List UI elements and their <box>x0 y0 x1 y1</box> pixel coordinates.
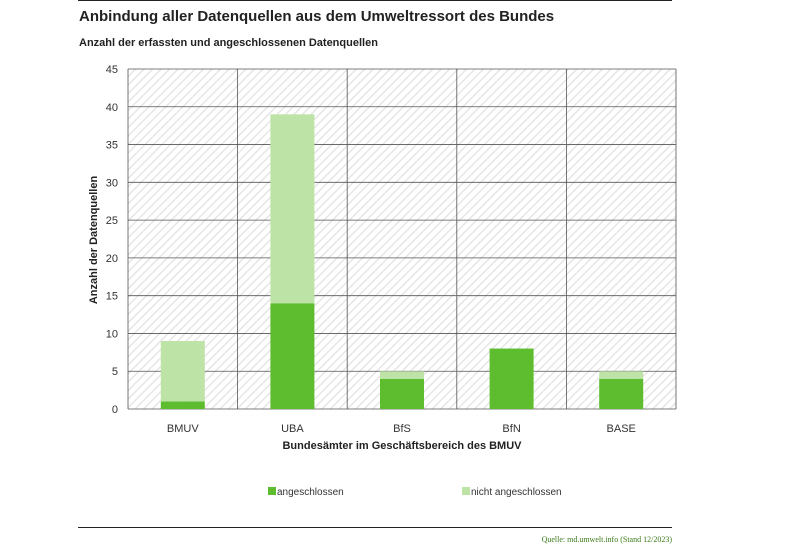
y-tick-label: 20 <box>106 253 118 265</box>
x-tick-label: BMUV <box>167 423 199 435</box>
y-tick-label: 5 <box>112 366 118 378</box>
bar-uba-connected <box>270 303 315 409</box>
chart-subtitle: Anzahl der erfassten und angeschlossenen… <box>79 37 378 49</box>
bar-base-not-connected <box>599 371 644 379</box>
bottom-rule <box>78 527 672 528</box>
source-note: Quelle: md.umwelt.info (Stand 12/2023) <box>541 535 672 544</box>
legend-swatch-connected <box>268 487 276 495</box>
y-tick-label: 10 <box>106 328 118 340</box>
x-axis-title: Bundesämter im Geschäftsbereich des BMUV <box>282 440 522 452</box>
y-tick-label: 35 <box>106 140 118 152</box>
y-tick-label: 0 <box>112 404 118 416</box>
bar-bmuv-not-connected <box>160 341 205 402</box>
y-axis-title: Anzahl der Datenquellen <box>88 176 100 305</box>
bar-uba-not-connected <box>270 114 315 304</box>
x-tick-label: BfN <box>502 423 520 435</box>
y-tick-label: 45 <box>106 64 118 76</box>
y-tick-label: 15 <box>106 291 118 303</box>
bar-bfn-connected <box>489 348 534 409</box>
y-tick-label: 40 <box>106 102 118 114</box>
bar-bfs-not-connected <box>380 371 424 379</box>
chart-title: Anbindung aller Datenquellen aus dem Umw… <box>79 8 555 25</box>
bar-base-connected <box>599 378 644 409</box>
x-tick-label: BfS <box>393 423 411 435</box>
legend-label-not-connected: nicht angeschlossen <box>471 487 562 498</box>
x-tick-label: BASE <box>607 423 636 435</box>
y-tick-label: 25 <box>106 215 118 227</box>
y-tick-label: 30 <box>106 177 118 189</box>
legend: angeschlossen nicht angeschlossen <box>268 487 562 498</box>
plot-area <box>128 69 676 409</box>
top-rule <box>78 0 672 1</box>
bar-bmuv-connected <box>160 401 205 409</box>
legend-label-connected: angeschlossen <box>277 487 344 498</box>
bar-bfs-connected <box>380 378 424 409</box>
legend-swatch-not-connected <box>462 487 470 495</box>
x-tick-label: UBA <box>281 423 304 435</box>
